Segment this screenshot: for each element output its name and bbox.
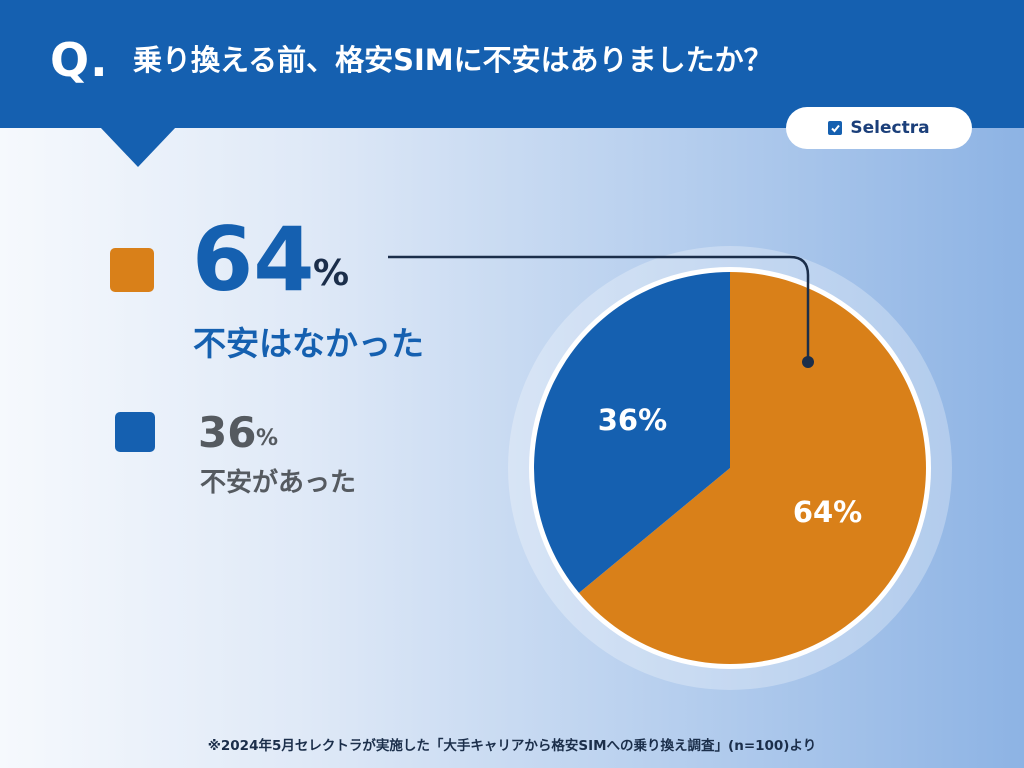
legend-primary-percent: 64 (192, 208, 315, 311)
callout-leader-line (388, 255, 810, 360)
legend-primary-label: 不安はなかった (193, 324, 424, 363)
header-speech-tail (100, 127, 176, 167)
question-mark-label: Q. (50, 33, 109, 87)
legend-secondary-label: 不安があった (200, 468, 357, 498)
selectra-logo: Selectra (786, 107, 972, 149)
check-box-icon (828, 121, 843, 135)
pie-slice-1 (578, 272, 926, 664)
legend-swatch-worried (115, 412, 155, 452)
pie-slice-label-1: 64% (793, 495, 862, 529)
pie-slice-2 (534, 272, 730, 593)
callout-dot (802, 356, 814, 368)
legend-secondary-percent: 36 (198, 408, 257, 457)
legend-swatch-no-worry (110, 248, 154, 292)
logo-text: Selectra (850, 118, 930, 138)
legend-primary-unit: % (313, 253, 350, 294)
question-title: 乗り換える前、格安SIMに不安はありましたか？ (133, 43, 773, 77)
source-footnote: ※2024年5月セレクトラが実施した「大手キャリアから格安SIMへの乗り換え調査… (207, 738, 817, 754)
pie-slice-label-2: 36% (598, 403, 667, 437)
header-bar: Q. 乗り換える前、格安SIMに不安はありましたか？ (0, 0, 1024, 128)
legend-secondary-unit: % (256, 426, 279, 451)
